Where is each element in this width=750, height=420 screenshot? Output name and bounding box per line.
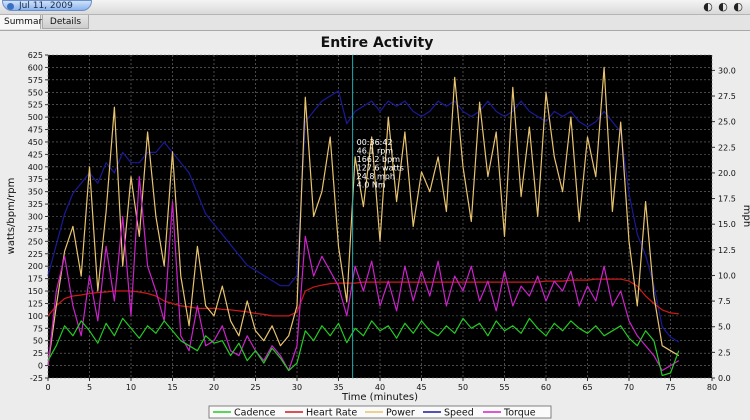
- legend-label-power: Power: [386, 408, 415, 419]
- y-tick-label: 325: [28, 200, 43, 209]
- chart-title: Entire Activity: [321, 35, 434, 51]
- y-axis-left: -25 0 25 50 75 100 125 150 175 200 225 250 275 300 325…: [28, 51, 48, 383]
- grid-lines: [47, 54, 713, 379]
- legend-label-torque: Torque: [503, 408, 536, 419]
- cursor-readout-line: 4.0 Nm: [357, 181, 386, 190]
- x-tick-label: 25: [250, 383, 260, 392]
- y-right-tick-label: 27.5: [718, 92, 736, 101]
- y-right-tick-label: 10.0: [718, 271, 736, 280]
- y-tick-label: 575: [28, 76, 43, 85]
- tab-summary[interactable]: Summary: [0, 15, 48, 29]
- x-tick-label: 60: [541, 383, 551, 392]
- y-right-tick-label: 7.5: [718, 297, 731, 306]
- top-toolbar: Jul 11, 2009 ◐ ◐ ◐: [0, 0, 750, 15]
- x-axis: 0 5 10 15 20 25 30 35 40 45 50 55 60 65 70 75 80: [45, 378, 717, 392]
- x-tick-label: 10: [126, 383, 136, 392]
- y-axis-right-label: mph: [741, 205, 750, 227]
- x-tick-label: 45: [416, 383, 426, 392]
- y-tick-label: 550: [28, 88, 43, 97]
- x-axis-label: Time (minutes): [341, 392, 418, 403]
- y-tick-label: 350: [28, 188, 43, 197]
- y-tick-label: 250: [28, 237, 43, 246]
- series-layer: [47, 66, 680, 377]
- y-tick-label: -25: [30, 374, 43, 383]
- x-tick-label: 70: [624, 383, 634, 392]
- cursor-readout-line: 166.2 bpm: [357, 155, 401, 164]
- y-tick-label: 450: [28, 138, 43, 147]
- y-tick-label: 425: [28, 150, 43, 159]
- series-power: [47, 66, 680, 366]
- y-right-tick-label: 30.0: [718, 66, 736, 75]
- y-right-tick-label: 25.0: [718, 118, 736, 127]
- cursor-readout-line: 46.1 rpm: [357, 147, 394, 156]
- legend-label-heart-rate: Heart Rate: [306, 408, 357, 419]
- y-right-tick-label: 22.5: [718, 143, 736, 152]
- y-tick-label: 600: [28, 63, 43, 72]
- y-tick-label: 100: [28, 312, 43, 321]
- x-tick-label: 35: [333, 383, 343, 392]
- y-tick-label: 0: [38, 362, 43, 371]
- y-tick-label: 150: [28, 287, 43, 296]
- y-tick-label: 500: [28, 113, 43, 122]
- legend-label-speed: Speed: [444, 408, 474, 419]
- y-tick-label: 50: [33, 337, 43, 346]
- cursor-readout-line: 00:36:42: [357, 138, 393, 147]
- x-tick-label: 40: [375, 383, 385, 392]
- y-right-tick-label: 5.0: [718, 323, 731, 332]
- y-right-tick-label: 2.5: [718, 348, 731, 357]
- y-tick-label: 300: [28, 213, 43, 222]
- y-tick-label: 200: [28, 262, 43, 271]
- y-tick-label: 375: [28, 175, 43, 184]
- y-axis-right: 0.0 2.5 5.0 7.5 10.0 12.5 15.0 17.5 20.0 22.5 25.0…: [712, 66, 736, 383]
- cursor-readout-line: 127.6 watts: [357, 164, 404, 173]
- date-selector-button[interactable]: Jul 11, 2009: [2, 0, 92, 11]
- x-tick-label: 15: [167, 383, 177, 392]
- x-tick-label: 65: [582, 383, 592, 392]
- legend: Cadence Heart Rate Power Speed Torque: [208, 405, 552, 419]
- y-right-tick-label: 12.5: [718, 246, 736, 255]
- x-tick-label: 30: [292, 383, 302, 392]
- series-speed: [47, 90, 680, 343]
- series-heart-rate: [47, 278, 679, 317]
- x-tick-label: 0: [45, 383, 50, 392]
- date-label: Jul 11, 2009: [19, 1, 73, 11]
- x-tick-label: 80: [707, 383, 717, 392]
- x-tick-label: 75: [665, 383, 675, 392]
- x-tick-label: 20: [209, 383, 219, 392]
- y-axis-label: watts/bpm/rpm: [6, 178, 17, 255]
- y-tick-label: 275: [28, 225, 43, 234]
- series-cadence: [47, 317, 680, 377]
- x-tick-label: 55: [499, 383, 509, 392]
- y-tick-label: 525: [28, 101, 43, 110]
- y-tick-label: 400: [28, 163, 43, 172]
- y-tick-label: 625: [28, 51, 43, 60]
- series-torque: [47, 176, 680, 372]
- tab-details[interactable]: Details: [42, 15, 89, 29]
- calendar-icon: [7, 3, 14, 10]
- y-right-tick-label: 0.0: [718, 374, 731, 383]
- tab-bar: Summary Details: [0, 15, 750, 31]
- y-tick-label: 475: [28, 126, 43, 135]
- y-right-tick-label: 20.0: [718, 169, 736, 178]
- x-tick-label: 5: [87, 383, 92, 392]
- cursor-readout-line: 24.8 mph: [357, 172, 395, 181]
- y-tick-label: 75: [33, 324, 43, 333]
- x-tick-label: 50: [458, 383, 468, 392]
- y-right-tick-label: 17.5: [718, 195, 736, 204]
- y-tick-label: 175: [28, 275, 43, 284]
- y-right-tick-label: 15.0: [718, 220, 736, 229]
- y-tick-label: 125: [28, 299, 43, 308]
- y-tick-label: 25: [33, 349, 43, 358]
- legend-label-cadence: Cadence: [234, 408, 276, 419]
- window-controls-icon[interactable]: ◐ ◐ ◐: [703, 0, 744, 13]
- y-tick-label: 225: [28, 250, 43, 259]
